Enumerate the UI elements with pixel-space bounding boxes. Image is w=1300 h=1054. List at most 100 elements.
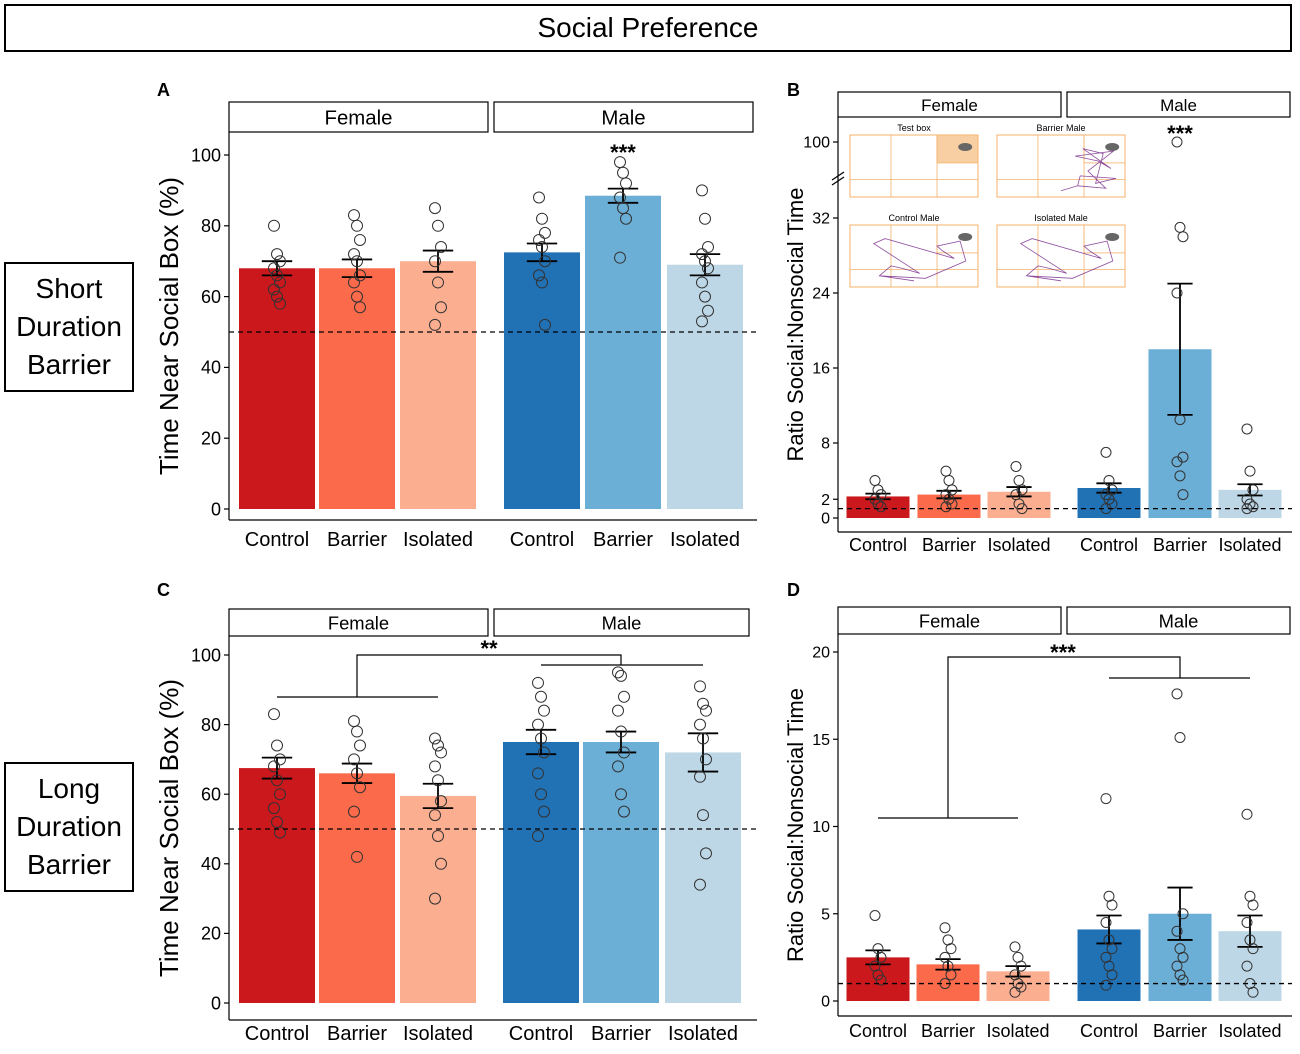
data-point [435,241,447,254]
bar [585,195,661,509]
panel-letter-c: C [157,580,170,600]
data-point [700,847,712,860]
facet-label: Female [921,96,978,115]
data-point [1177,231,1189,243]
bar [503,742,579,1003]
data-point [429,809,441,822]
data-point [697,732,709,745]
data-point [429,318,441,331]
data-point [429,202,441,215]
y-tick-label: 80 [201,216,221,236]
y-axis-title: Time Near Social Box (%) [154,177,184,475]
data-point [532,718,544,731]
data-point [699,290,711,303]
data-point [694,770,706,783]
x-tick-label: Barrier [1153,1021,1207,1041]
data-point [1013,475,1025,486]
y-tick-label: 16 [812,361,830,378]
data-point [612,704,624,717]
data-point [875,501,887,513]
data-point [697,809,709,822]
data-point [1100,979,1112,991]
row-label-short: Short Duration Barrier [4,262,134,392]
facet-strip-female [228,608,489,637]
panel-c: Female Male 0 20 40 60 80 100 Time Near Social B… [154,608,757,1045]
data-point [694,718,706,731]
data-point [351,850,363,863]
data-point [702,262,714,275]
data-point [1106,969,1118,981]
data-point [432,829,444,842]
row-label-line: Barrier [26,849,111,880]
panel-letter-a: A [157,80,170,100]
mouse-icon [958,143,973,151]
data-point [1106,899,1118,911]
axis-break-mark [831,171,845,181]
y-tick-label: 20 [201,924,221,944]
data-point [943,475,955,486]
data-point [1177,489,1189,501]
data-point [1009,986,1021,998]
y-tick-label: 60 [201,785,221,805]
data-point [1247,986,1259,998]
x-tick-label: Isolated [986,1021,1049,1041]
data-point [1241,423,1253,435]
y-tick-label: 20 [201,429,221,449]
facet-label: Male [601,108,645,130]
data-point [348,715,360,728]
bar [400,795,476,1003]
y-tick-label: 60 [201,287,221,307]
inset-frame [996,134,1126,198]
x-tick-label: Control [245,529,309,551]
data-point [617,166,629,179]
data-point [614,251,626,264]
data-point [274,826,286,839]
x-tick-label: Control [509,1023,573,1045]
y-tick-label: 40 [201,358,221,378]
data-point [535,732,547,745]
significance-label: *** [1167,121,1193,146]
x-tick-label: Barrier [922,535,976,555]
row-label-line: Duration [16,811,122,842]
y-tick-label: 0 [821,994,830,1011]
facet-label: Female [325,108,393,130]
data-point [1100,793,1112,805]
data-point [1177,951,1189,963]
data-point [274,788,286,801]
data-point [268,760,280,773]
data-point [1174,414,1186,426]
y-tick-label: 8 [821,436,830,453]
data-point [1174,221,1186,233]
data-point [271,739,283,752]
data-point [348,276,360,289]
bar [667,264,743,509]
inset-social-zone [936,134,979,164]
data-point [696,184,708,197]
bar [665,752,741,1003]
facet-strip-male [493,101,754,133]
data-point [946,498,958,510]
axis-break-mark [831,176,845,186]
x-tick-label: Barrier [593,529,653,551]
bar [400,261,476,509]
inset-track-path [1019,238,1114,282]
row-label-long: Long Duration Barrier [4,762,134,892]
inset-frame [849,134,979,198]
facet-label: Male [602,612,642,633]
data-point [620,212,632,225]
data-point [536,212,548,225]
panel-b: Female Male 0 2 8 16 24 32 100 Ratio Social:Nonso… [783,91,1292,555]
data-point [539,226,551,239]
data-point [435,795,447,808]
y-tick-label: 24 [812,286,830,303]
facet-label: Male [1159,610,1199,631]
data-point [351,219,363,232]
data-point [432,774,444,787]
data-point [532,829,544,842]
panel-a: Female Male 0 20 40 60 80 100 Time Near Social B… [154,101,757,551]
y-tick-label: 40 [201,854,221,874]
data-point [274,297,286,310]
data-point [435,301,447,314]
facet-strip-female [837,606,1062,635]
